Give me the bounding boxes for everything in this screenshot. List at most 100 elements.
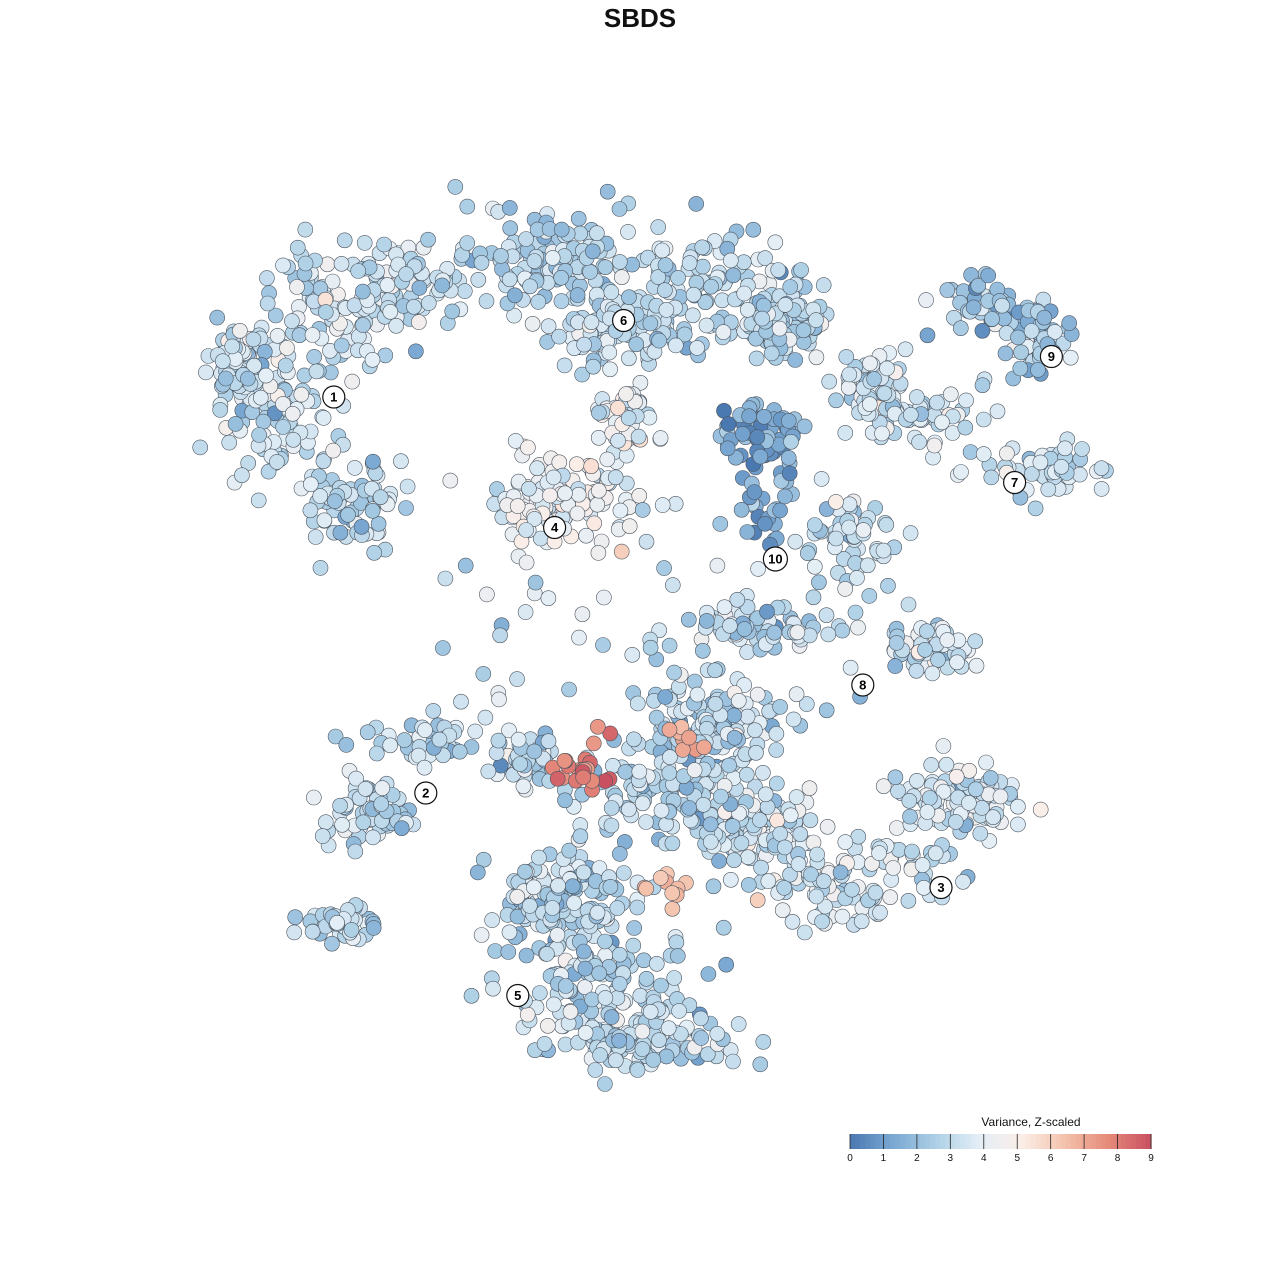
data-point bbox=[611, 1032, 628, 1049]
data-point bbox=[780, 450, 797, 466]
data-point bbox=[584, 243, 601, 260]
data-point bbox=[612, 502, 629, 519]
data-point bbox=[589, 904, 606, 921]
data-point bbox=[393, 453, 409, 470]
data-point bbox=[888, 820, 905, 836]
data-point bbox=[477, 709, 494, 726]
data-point bbox=[520, 439, 536, 456]
cluster-labels: 1 2 3 4 5 6 7 8 9 10 bbox=[322, 308, 1064, 1008]
data-point bbox=[444, 303, 461, 320]
data-point bbox=[664, 577, 681, 593]
data-point bbox=[689, 340, 705, 356]
data-point bbox=[259, 295, 276, 312]
data-point bbox=[507, 287, 523, 304]
data-point bbox=[967, 633, 984, 650]
data-point bbox=[592, 1047, 608, 1063]
data-point bbox=[962, 444, 979, 460]
data-point bbox=[289, 239, 306, 256]
data-point bbox=[819, 818, 836, 835]
legend-color-step bbox=[1020, 1134, 1027, 1149]
data-point bbox=[618, 386, 634, 402]
data-point bbox=[784, 913, 801, 930]
data-point bbox=[715, 919, 732, 936]
data-point bbox=[509, 671, 525, 687]
data-point bbox=[252, 389, 269, 406]
data-point bbox=[902, 808, 918, 825]
data-point bbox=[698, 613, 715, 629]
cluster-label-text: 2 bbox=[422, 786, 429, 801]
data-point bbox=[1062, 349, 1079, 366]
data-point bbox=[485, 980, 501, 997]
data-point bbox=[740, 877, 757, 893]
data-point bbox=[507, 433, 524, 449]
cluster-label-6: 6 bbox=[611, 308, 636, 333]
legend-color-step bbox=[915, 1134, 921, 1149]
data-point bbox=[681, 729, 697, 746]
data-point bbox=[733, 835, 750, 851]
data-point bbox=[681, 800, 698, 816]
data-point bbox=[359, 724, 376, 741]
data-point bbox=[624, 646, 641, 663]
data-point bbox=[317, 814, 334, 831]
data-point bbox=[653, 802, 670, 819]
data-point bbox=[772, 699, 788, 715]
data-point bbox=[806, 558, 823, 575]
data-point bbox=[1032, 801, 1049, 818]
data-point bbox=[1010, 816, 1026, 833]
data-point bbox=[599, 451, 616, 468]
data-point bbox=[813, 471, 830, 487]
data-point bbox=[927, 845, 944, 862]
data-point bbox=[782, 279, 799, 295]
data-point bbox=[923, 757, 940, 773]
legend-ticks: 0 1 2 3 4 5 6 7 8 9 bbox=[847, 1134, 1154, 1164]
data-point bbox=[965, 299, 982, 316]
data-point bbox=[437, 570, 454, 587]
data-point bbox=[688, 196, 705, 212]
data-point bbox=[630, 428, 647, 445]
data-point bbox=[1023, 323, 1040, 339]
legend-color-step bbox=[875, 1134, 881, 1149]
data-point bbox=[985, 809, 1001, 826]
data-point bbox=[501, 200, 518, 216]
data-point bbox=[306, 349, 323, 365]
data-point bbox=[808, 312, 824, 328]
data-point bbox=[602, 725, 619, 742]
data-point bbox=[638, 533, 655, 550]
data-point bbox=[553, 269, 570, 286]
data-point bbox=[521, 898, 538, 914]
data-point bbox=[582, 264, 598, 280]
data-point bbox=[664, 900, 681, 917]
data-point bbox=[557, 485, 573, 502]
data-point bbox=[935, 738, 952, 754]
data-point bbox=[540, 733, 557, 750]
data-point bbox=[611, 846, 628, 862]
data-point bbox=[406, 298, 422, 315]
data-point bbox=[871, 845, 887, 861]
data-point bbox=[364, 502, 381, 519]
data-point bbox=[344, 373, 361, 390]
data-point bbox=[596, 589, 612, 606]
data-point bbox=[664, 835, 681, 852]
data-point bbox=[876, 385, 893, 402]
data-point bbox=[772, 826, 789, 842]
data-point bbox=[789, 624, 806, 641]
cluster-label-1: 1 bbox=[322, 385, 346, 409]
data-point bbox=[602, 361, 618, 378]
cluster-label-marker bbox=[1039, 344, 1064, 369]
legend-tick-label: 7 bbox=[1081, 1153, 1087, 1164]
cluster-label-7: 7 bbox=[1002, 470, 1027, 495]
data-point bbox=[808, 349, 825, 366]
data-point bbox=[315, 410, 332, 426]
data-point bbox=[828, 530, 844, 547]
data-point bbox=[955, 873, 971, 890]
data-point bbox=[900, 596, 917, 613]
data-point bbox=[1024, 466, 1040, 482]
data-point bbox=[695, 796, 712, 813]
data-point bbox=[638, 970, 655, 987]
data-point bbox=[650, 269, 667, 285]
data-point bbox=[326, 493, 343, 510]
data-point bbox=[1093, 460, 1110, 477]
cluster-label-marker bbox=[414, 781, 438, 805]
data-point bbox=[811, 574, 827, 591]
data-point bbox=[368, 745, 385, 762]
